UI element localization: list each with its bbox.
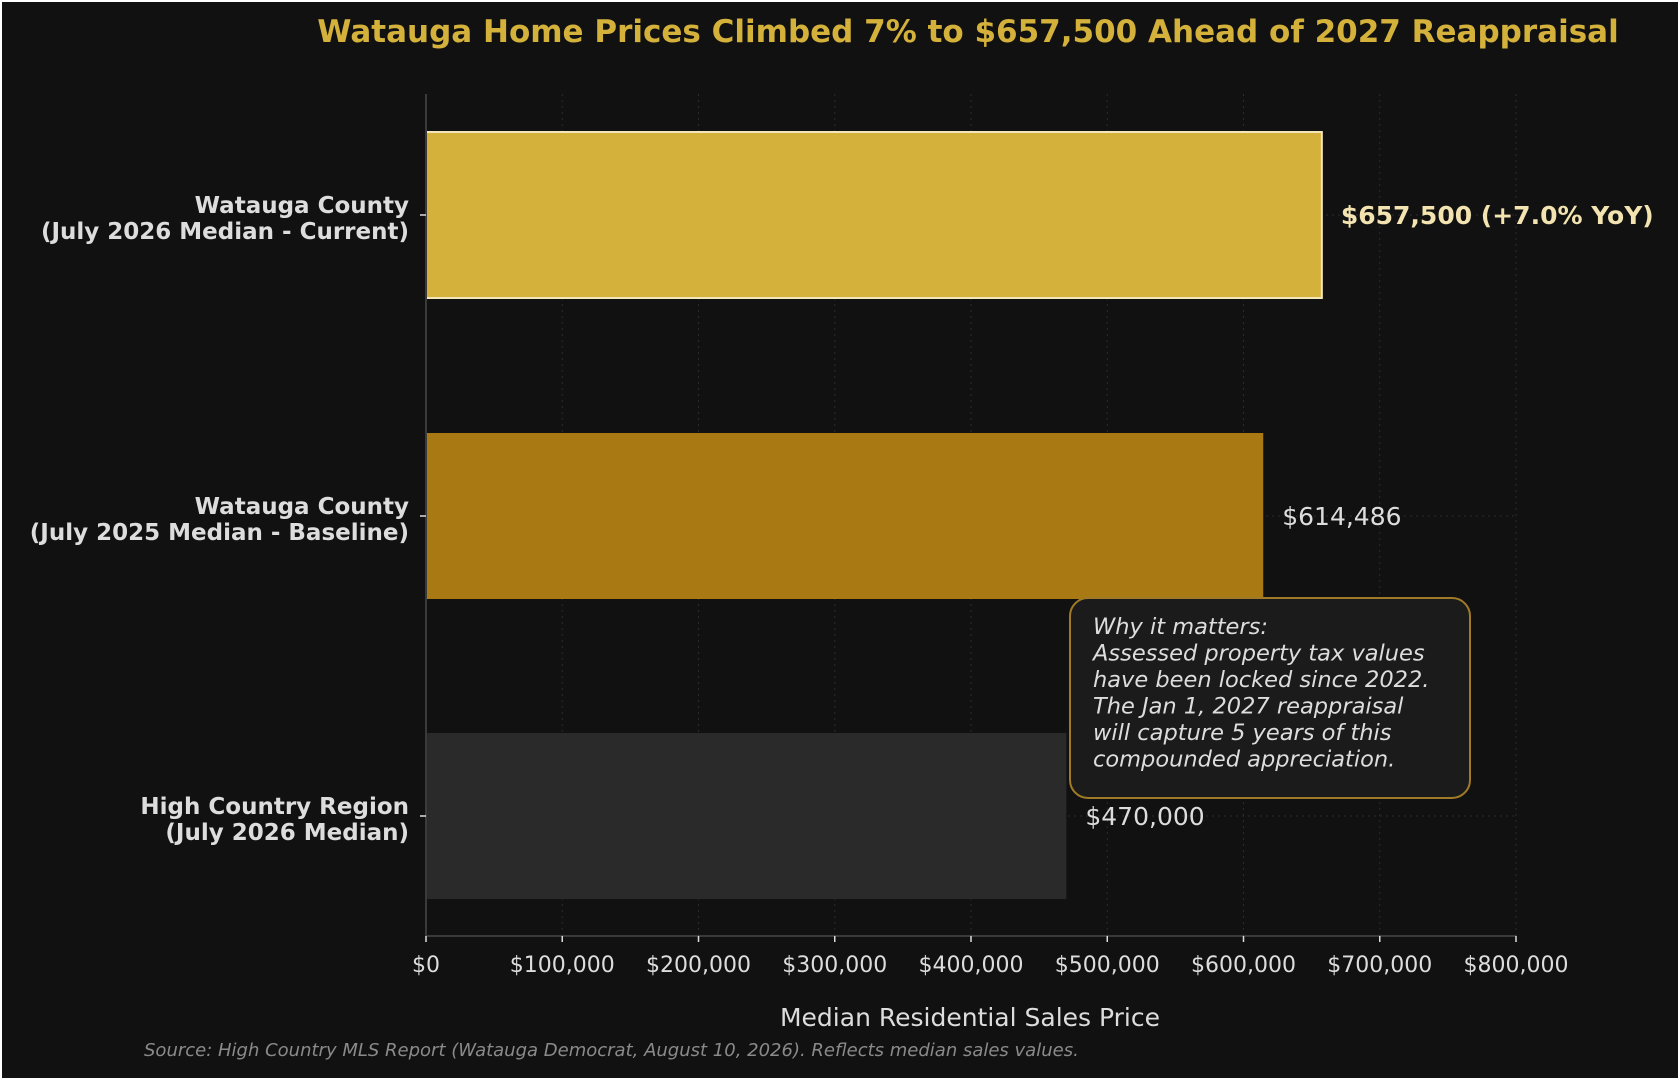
bar (425, 131, 1323, 299)
annotation-box (1069, 597, 1471, 799)
labels-layer: $0 $100,000 $200,000 $300,000 $400,000 $500,0… (30, 193, 1654, 978)
x-tick-label: $100,000 (510, 953, 615, 978)
annotation-line: Why it matters: (1093, 614, 1268, 640)
annotation-line: have been locked since 2022. (1093, 667, 1429, 693)
x-tick-label: $200,000 (646, 953, 751, 978)
category-label-line: High Country Region (140, 794, 409, 820)
bar (426, 433, 1264, 599)
category-label-line: (July 2025 Median - Baseline) (30, 520, 409, 546)
category-label: Watauga County (July 2026 Median - Curren… (41, 193, 409, 245)
x-tick-label: $600,000 (1191, 953, 1296, 978)
x-tick-label: $500,000 (1055, 953, 1160, 978)
category-label-line: (July 2026 Median - Current) (41, 219, 409, 245)
category-label-line: Watauga County (195, 193, 409, 219)
x-tick-label: $700,000 (1327, 953, 1432, 978)
annotation-layer: Why it matters: Assessed property tax val… (1069, 597, 1471, 799)
bar (426, 733, 1067, 899)
bar-value-label: $614,486 (1282, 502, 1401, 531)
annotation-line: compounded appreciation. (1093, 747, 1395, 773)
x-tick-label: $400,000 (919, 953, 1024, 978)
category-label-line: (July 2026 Median) (165, 820, 409, 846)
bar-value-label: $657,500 (+7.0% YoY) (1341, 201, 1654, 230)
chart-title: Watauga Home Prices Climbed 7% to $657,5… (317, 14, 1618, 50)
bar-value-label: $470,000 (1085, 802, 1204, 831)
annotation-line: The Jan 1, 2027 reappraisal (1093, 694, 1404, 720)
annotation-text: Why it matters: Assessed property tax val… (1091, 614, 1429, 773)
category-label: High Country Region (July 2026 Median) (140, 794, 409, 846)
axes-layer (420, 94, 1517, 942)
bars-layer (425, 131, 1323, 899)
annotation-line: Assessed property tax values (1091, 641, 1425, 667)
x-tick-label: $800,000 (1464, 953, 1569, 978)
x-tick-label: $300,000 (782, 953, 887, 978)
annotation-line: will capture 5 years of this (1093, 720, 1392, 746)
x-tick-label: $0 (412, 953, 440, 978)
source-note: Source: High Country MLS Report (Watauga… (144, 1040, 1079, 1061)
category-label: Watauga County (July 2025 Median - Baseli… (30, 494, 409, 546)
x-axis-label: Median Residential Sales Price (780, 1003, 1160, 1032)
category-label-line: Watauga County (195, 494, 409, 520)
